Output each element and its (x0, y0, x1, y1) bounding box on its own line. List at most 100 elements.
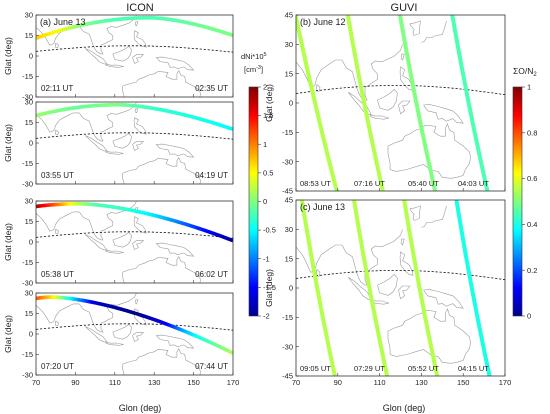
icon-colorbar-unit: [cm-3] (244, 65, 263, 74)
icon-track-segment (214, 121, 219, 126)
icon-track-segment (69, 25, 73, 30)
icon-track-segment (55, 29, 59, 34)
icon-track-segment (179, 327, 183, 332)
coastline (132, 141, 145, 151)
icon-track-segment (151, 213, 156, 218)
icon-track-segment (199, 23, 203, 28)
icon-track-segment (128, 309, 132, 314)
guvi-colorbar: ΣO/N2 1 0.8 0.6 0.4 0.2 0 (512, 66, 537, 321)
icon-ylabel: Glat (deg) (3, 223, 13, 261)
icon-colorbar-label: dNi*105 (241, 52, 267, 61)
coastline (377, 273, 398, 296)
guvi-colorbar-gradient (512, 86, 523, 317)
guvi-pass-time: 07:16 UT (354, 179, 385, 188)
icon-end-time: 07:44 UT (195, 362, 228, 371)
coastline (296, 244, 342, 273)
icon-track-segment (193, 115, 197, 120)
coastline (509, 356, 522, 369)
guvi-panel-label: (c) June 13 (300, 202, 345, 212)
icon-track-segment (153, 317, 158, 323)
icon-track-segment (37, 112, 41, 117)
coastline (237, 103, 249, 112)
icon-track-segment (218, 123, 223, 128)
coastline (348, 91, 372, 115)
icon-track-segment (167, 109, 171, 114)
icon-track-segment (204, 118, 209, 123)
coastline (79, 102, 137, 142)
icon-track-segment (137, 312, 142, 317)
coastline (79, 293, 137, 333)
colorbar-tick-label: -1 (263, 254, 270, 263)
icon-track-segment (218, 344, 223, 350)
icon-track-segment (143, 314, 148, 319)
icon-track-segment (226, 125, 231, 130)
icon-track-segment (214, 232, 219, 237)
icon-track-segment (157, 319, 162, 324)
icon-x-tick-label: 150 (187, 378, 200, 387)
icon-track-segment (163, 216, 167, 221)
icon-track-segment (189, 114, 193, 119)
icon-track-segment (197, 116, 201, 121)
colorbar-tick-label: -0.5 (263, 226, 276, 235)
colorbar-tick-label: 0.5 (263, 168, 273, 177)
icon-track-segment (67, 26, 71, 31)
icon-track-segment (167, 322, 171, 328)
icon-track-segment (220, 234, 225, 239)
icon-track-segment (195, 225, 199, 230)
y-tick-label: -15 (22, 159, 33, 168)
icon-track-segment (208, 26, 213, 31)
icon-x-tick-label: 110 (109, 378, 121, 387)
coastline (85, 48, 108, 65)
icon-track-segment (210, 120, 215, 125)
icon-track-segment (120, 307, 124, 312)
icon-track-segment (102, 302, 106, 307)
icon-track-segment (181, 221, 185, 226)
coastline (54, 42, 60, 49)
y-tick-label: 30 (285, 40, 293, 49)
icon-subpanel-3: 30 15 0 -15 -30 05:38 UT 06:02 UT Glat (deg) (3, 185, 234, 288)
icon-title: ICON (126, 2, 154, 14)
coastline (155, 242, 195, 257)
icon-track-segment (200, 117, 205, 122)
y-tick-label: -30 (22, 180, 33, 189)
coastline (112, 133, 132, 149)
icon-track-segment (191, 114, 195, 120)
icon-track-segment (132, 310, 136, 315)
icon-track-segment (177, 326, 181, 332)
coastline (154, 277, 178, 292)
coastline (85, 234, 108, 251)
icon-track-segment (185, 329, 189, 335)
icon-track-segment (39, 34, 43, 39)
magnetic-equator-line (36, 45, 233, 53)
icon-track-segment (41, 111, 45, 116)
icon-track-segment (183, 221, 187, 227)
coastline (155, 334, 195, 349)
coastline (132, 332, 145, 342)
y-tick-label: -15 (282, 128, 293, 137)
guvi-track (352, 200, 390, 376)
coastline (85, 326, 108, 343)
icon-track-segment (228, 237, 233, 242)
icon-track-segment (195, 116, 199, 121)
colorbar-tick-label: 0.4 (527, 220, 537, 229)
icon-track-segment (43, 33, 47, 38)
icon-track-segment (110, 304, 114, 309)
guvi-subpanel-1: 45 30 15 0 -15 -30 -45 (b) June 12 08:53 UT 07:16… (264, 11, 506, 196)
icon-track-segment (138, 209, 142, 215)
coastline (112, 232, 132, 248)
icon-track-segment (108, 304, 112, 309)
coastline (134, 299, 139, 305)
icon-track-segment (200, 336, 205, 342)
icon-ylabel: Glat (deg) (3, 37, 13, 75)
icon-track-segment (139, 313, 144, 318)
colorbar-tick-label: 0.2 (527, 266, 537, 275)
guvi-title: GUVI (391, 2, 418, 14)
coastline (112, 324, 132, 340)
coastline (133, 117, 147, 135)
colorbar-tick-label: 0.8 (527, 128, 537, 137)
icon-x-tick-label: 130 (148, 378, 161, 387)
guvi-pass-time: 04:15 UT (458, 364, 489, 373)
guvi-pass-time: 08:53 UT (300, 179, 331, 188)
coastline (143, 185, 153, 195)
guvi-track (345, 15, 385, 191)
